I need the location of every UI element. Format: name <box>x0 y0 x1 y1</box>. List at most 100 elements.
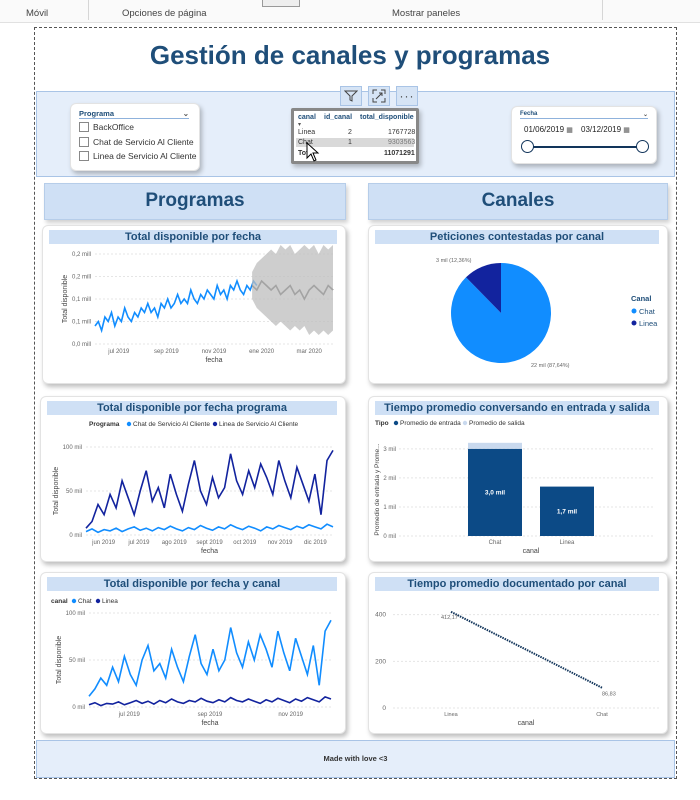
legend-marker <box>631 320 637 326</box>
canal-table[interactable]: canal id_canal total_disponible ▾ Linea … <box>291 108 419 164</box>
legend-title: canal <box>51 598 68 605</box>
bar-data-label: 3,0 mil <box>485 489 505 496</box>
legend-marker <box>212 421 218 427</box>
checkbox[interactable] <box>79 137 89 147</box>
ribbon-separator <box>602 0 603 20</box>
slicer-item-linea[interactable]: Linea de Servicio Al Cliente <box>79 151 196 161</box>
programa-slicer[interactable]: Programa ⌄ BackOffice Chat de Servicio Al… <box>70 103 200 171</box>
table-cell: Chat <box>298 139 313 146</box>
date-range-handle-end[interactable] <box>636 140 649 153</box>
ribbon-button[interactable] <box>262 0 300 7</box>
slicer-item-chat[interactable]: Chat de Servicio Al Cliente <box>79 137 194 147</box>
pie-data-label: 3 mil (12,36%) <box>436 258 472 264</box>
ribbon: Móvil Opciones de página Mostrar paneles <box>0 0 700 23</box>
legend-label: Chat <box>78 598 92 605</box>
section-canales: Canales <box>368 183 668 220</box>
legend-marker <box>95 598 101 604</box>
fecha-slicer[interactable]: Fecha ⌄ 01/06/2019 ▦ 03/12/2019 ▦ <box>511 106 657 164</box>
chart-peticiones: 22 mil (87,64%) 3 mil (12,36%) Canal Chat Li… <box>436 258 658 369</box>
x-tick-label: jul 2019 <box>118 712 141 718</box>
calendar-icon[interactable]: ▦ <box>566 127 573 134</box>
x-tick-label: ago 2019 <box>162 540 188 546</box>
chart-total-disponible-fecha: 0,0 mill 0,1 mill 0,1 mill 0,2 mill 0,2 mill… <box>62 245 334 364</box>
slicer-item-backoffice[interactable]: BackOffice <box>79 122 134 132</box>
y-tick-label: 100 mil <box>66 611 85 617</box>
slicer-item-label: BackOffice <box>93 122 134 132</box>
footer: Made with love <3 <box>36 740 675 778</box>
ribbon-mostrar-label[interactable]: Mostrar paneles <box>392 8 461 19</box>
ribbon-separator <box>88 0 89 20</box>
legend-label: Promedio de salida <box>469 420 525 427</box>
x-axis-title: fecha <box>205 357 222 364</box>
chart-title: Peticiones contestadas por canal <box>375 230 659 244</box>
y-tick-label: 200 <box>375 658 386 665</box>
calendar-icon[interactable]: ▦ <box>623 127 630 134</box>
series-line-chat-de-servicio-al-cliente <box>85 523 334 534</box>
page-title: Gestión de canales y programas <box>149 40 551 70</box>
chart-card-fecha-programa[interactable]: Total disponible por fecha programa Prog… <box>40 396 346 562</box>
forecast-band <box>252 245 333 335</box>
ribbon-opciones-label[interactable]: Opciones de página <box>122 8 207 19</box>
slicer-item-label: Chat de Servicio Al Cliente <box>93 137 194 147</box>
legend-label: Linea de Servicio Al Cliente <box>219 421 299 428</box>
date-range-handle-start[interactable] <box>521 140 534 153</box>
checkbox[interactable] <box>79 151 89 161</box>
checkbox[interactable] <box>79 122 89 132</box>
series-line-linea <box>88 695 332 707</box>
chart-card-tiempo-documentado[interactable]: Tiempo promedio documentado por canal 0 2… <box>368 572 668 734</box>
chart-card-fecha-canal[interactable]: Total disponible por fecha y canal canal… <box>40 572 346 734</box>
x-tick-label: sept 2019 <box>196 540 223 546</box>
start-date-input[interactable]: 01/06/2019 ▦ <box>524 125 573 134</box>
legend-label: Promedio de entrada <box>400 420 461 427</box>
chart-fecha-canal: canal Chat Linea 0 mil 50 mil 100 mil jul 2019… <box>51 598 332 727</box>
y-tick-label: 0 <box>382 705 386 712</box>
x-axis-title: canal <box>518 720 535 727</box>
y-axis-title: Total disponible <box>56 636 63 684</box>
series-line <box>450 610 603 689</box>
sort-arrow-icon: ▾ <box>298 122 302 128</box>
x-tick-label: nov 2019 <box>278 712 303 718</box>
series-line-chat <box>88 619 332 697</box>
y-tick-label: 50 mil <box>69 658 85 664</box>
more-options-icon[interactable]: ··· <box>396 86 418 106</box>
y-axis-title: Total disponible <box>62 275 69 323</box>
table-row-highlight <box>296 138 414 147</box>
fecha-slicer-title: Fecha ⌄ <box>520 111 648 119</box>
bar-salida-chat <box>468 442 522 449</box>
chevron-down-icon[interactable]: ⌄ <box>642 112 648 118</box>
chart-title: Tiempo promedio documentado por canal <box>375 577 659 591</box>
table-header[interactable]: canal <box>298 114 316 121</box>
ribbon-movil-label[interactable]: Móvil <box>26 8 49 19</box>
y-tick-label: 0 mil <box>383 534 396 540</box>
table-header[interactable]: total_disponible <box>360 114 414 121</box>
pie-slice-chat <box>451 263 552 363</box>
slicer-item-label: Linea de Servicio Al Cliente <box>93 151 197 161</box>
bar-linea <box>540 486 594 536</box>
end-date-input[interactable]: 03/12/2019 ▦ <box>581 125 630 134</box>
programa-slicer-title: Programa ⌄ <box>79 109 189 119</box>
focus-mode-icon[interactable] <box>368 86 390 106</box>
cursor-icon <box>306 142 320 162</box>
legend-title: Programa <box>89 421 120 428</box>
chart-card-tiempo-conversando[interactable]: Tiempo promedio conversando en entrada y… <box>368 396 668 562</box>
x-tick-label: sep 2019 <box>154 349 179 355</box>
legend-marker <box>631 308 637 314</box>
x-axis-title: canal <box>523 548 540 555</box>
x-tick-label: jul 2019 <box>107 349 130 355</box>
filter-icon[interactable] <box>340 86 362 106</box>
chart-title: Total disponible por fecha y canal <box>47 577 337 591</box>
x-tick-label: Chat <box>596 712 608 718</box>
y-tick-label: 3 mil <box>383 447 396 453</box>
y-tick-label: 2 mil <box>383 476 396 482</box>
table-total-value: 11071291 <box>384 150 415 157</box>
y-tick-label: 0,1 mill <box>72 320 91 326</box>
chart-title: Total disponible por fecha <box>49 230 337 244</box>
chart-tiempo-conversando: Tipo Promedio de entrada Promedio de salid… <box>374 420 654 555</box>
chart-card-total-disponible-fecha[interactable]: Total disponible por fecha 0,0 mill 0,1 m… <box>42 225 346 384</box>
x-tick-label: sep 2019 <box>198 712 223 718</box>
chevron-down-icon[interactable]: ⌄ <box>182 109 189 118</box>
y-tick-label: 0,2 mill <box>72 252 91 258</box>
table-header[interactable]: id_canal <box>324 114 353 121</box>
legend-marker <box>71 598 77 604</box>
chart-card-peticiones[interactable]: Peticiones contestadas por canal 22 mil … <box>368 225 668 384</box>
